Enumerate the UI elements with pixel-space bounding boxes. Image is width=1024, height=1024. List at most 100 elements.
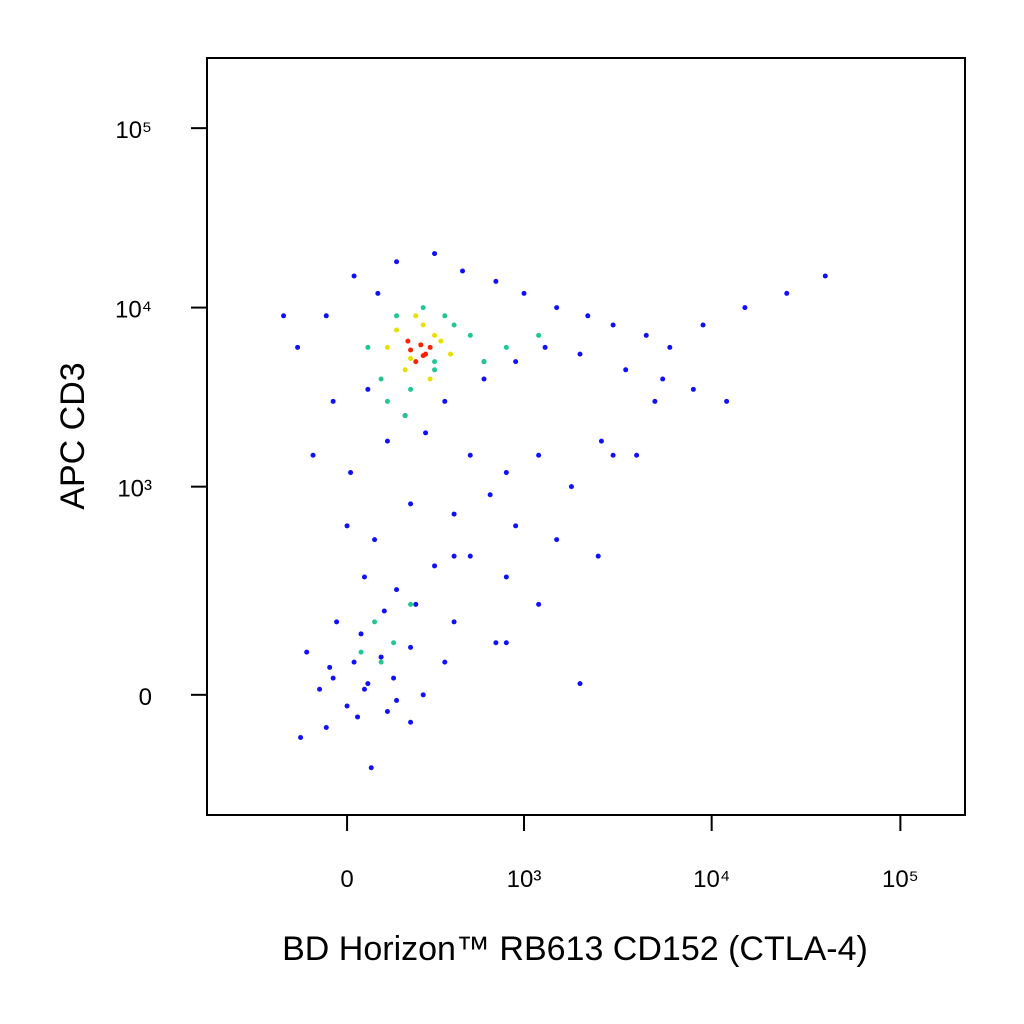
- data-point: [402, 367, 408, 373]
- data-point: [667, 344, 673, 350]
- plot-frame: [206, 57, 966, 816]
- data-point: [467, 452, 473, 458]
- data-point: [451, 511, 457, 517]
- data-point: [384, 344, 390, 350]
- data-point: [420, 322, 426, 328]
- data-point: [460, 268, 466, 274]
- data-point: [467, 553, 473, 559]
- data-point: [577, 351, 583, 357]
- data-point: [384, 398, 390, 404]
- data-point: [334, 619, 340, 625]
- data-point: [344, 523, 350, 529]
- data-point: [378, 654, 384, 660]
- data-point: [394, 327, 400, 333]
- data-point: [536, 332, 542, 338]
- data-point: [355, 714, 361, 720]
- data-point: [361, 686, 367, 692]
- data-point: [742, 305, 748, 311]
- data-point: [700, 322, 706, 328]
- data-point: [487, 492, 493, 498]
- data-point: [365, 681, 371, 687]
- data-point: [408, 347, 414, 353]
- data-point: [442, 659, 448, 665]
- data-point: [408, 501, 414, 507]
- data-point: [634, 452, 640, 458]
- data-point: [595, 553, 601, 559]
- data-point: [503, 344, 509, 350]
- data-point: [610, 322, 616, 328]
- data-point: [344, 703, 350, 709]
- data-point: [822, 273, 828, 279]
- data-point: [298, 735, 304, 741]
- data-point: [358, 631, 364, 637]
- data-point: [375, 290, 381, 296]
- x-tick-label: 10⁵: [882, 866, 919, 893]
- data-point: [358, 649, 364, 655]
- data-point: [432, 563, 438, 569]
- data-point: [378, 376, 384, 382]
- data-point: [408, 386, 414, 392]
- data-point: [408, 356, 414, 362]
- data-point: [348, 470, 354, 476]
- data-point: [394, 587, 400, 593]
- data-point: [493, 640, 499, 646]
- data-point: [408, 644, 414, 650]
- data-point: [481, 359, 487, 365]
- data-point: [418, 342, 424, 348]
- data-point: [304, 649, 310, 655]
- data-point: [643, 332, 649, 338]
- x-tick-label: 10⁴: [693, 866, 730, 893]
- data-point: [394, 259, 400, 265]
- data-point: [451, 553, 457, 559]
- data-point: [327, 664, 333, 670]
- data-point: [432, 359, 438, 365]
- data-point: [413, 313, 419, 319]
- data-point: [585, 313, 591, 319]
- data-point: [577, 681, 583, 687]
- data-point: [442, 398, 448, 404]
- data-point: [394, 697, 400, 703]
- data-point: [493, 278, 499, 284]
- data-point: [568, 484, 574, 490]
- data-point: [598, 438, 604, 444]
- data-point: [427, 344, 433, 350]
- y-tick-label: 10⁵: [115, 117, 152, 144]
- data-point: [467, 332, 473, 338]
- data-point: [384, 438, 390, 444]
- data-point: [420, 305, 426, 311]
- y-tick-label: 10⁴: [115, 297, 152, 324]
- data-point: [372, 619, 378, 625]
- data-point: [391, 640, 397, 646]
- data-point: [542, 344, 548, 350]
- data-point: [503, 574, 509, 580]
- data-point: [784, 290, 790, 296]
- data-point: [451, 619, 457, 625]
- data-point: [295, 344, 301, 350]
- data-point: [351, 659, 357, 665]
- data-point: [503, 640, 509, 646]
- data-point: [724, 398, 730, 404]
- x-tick-label: 0: [340, 866, 353, 893]
- x-tick-label: 10³: [507, 866, 542, 893]
- data-point: [513, 523, 519, 529]
- x-axis-title: BD Horizon™ RB613 CD152 (CTLA-4): [282, 930, 868, 968]
- data-point: [351, 273, 357, 279]
- data-point: [623, 367, 629, 373]
- data-point: [323, 313, 329, 319]
- data-point: [432, 332, 438, 338]
- data-point: [660, 376, 666, 382]
- data-point: [391, 675, 397, 681]
- data-point: [323, 724, 329, 730]
- data-point: [405, 338, 411, 344]
- data-point: [378, 659, 384, 665]
- data-point: [281, 313, 287, 319]
- data-point: [442, 313, 448, 319]
- data-point: [402, 413, 408, 419]
- data-point: [413, 601, 419, 607]
- data-point: [317, 686, 323, 692]
- data-point: [610, 452, 616, 458]
- data-point: [438, 338, 444, 344]
- data-point: [513, 359, 519, 365]
- data-point: [690, 386, 696, 392]
